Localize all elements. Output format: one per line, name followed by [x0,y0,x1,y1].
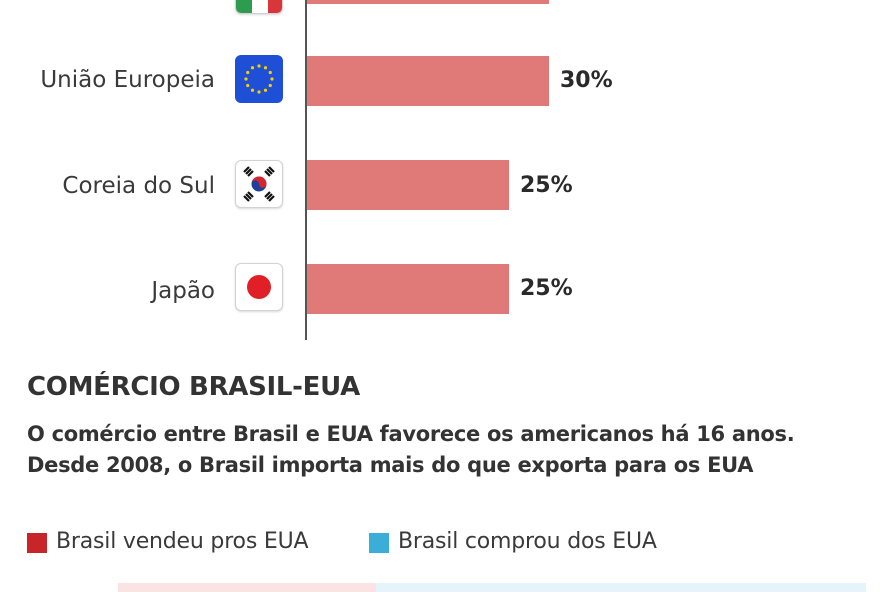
south-korea-flag-icon [235,160,283,208]
eu-star [268,70,272,75]
legend-label-sold: Brasil vendeu pros EUA [56,529,309,554]
italy-flag-graphic [236,0,282,13]
eu-star [246,83,250,88]
eu-star [270,77,274,81]
category-label: Japão [151,278,215,304]
eu-star [250,66,255,70]
category-label: Coreia do Sul [62,173,215,199]
legend-label-bought: Brasil comprou dos EUA [398,529,657,554]
eu-star [246,70,250,75]
bar-value-label: 25% [520,173,573,198]
subtitle-line-2: Desde 2008, o Brasil importa mais do que… [27,453,754,477]
south-korea-flag-graphic [243,166,275,202]
eu-star [244,77,248,81]
japan-flag-icon [235,263,283,311]
eu-flag-graphic [244,64,274,94]
eu-star [250,88,255,92]
eu-star [263,66,268,70]
chart-bar [307,0,549,4]
subtitle-line-1: O comércio entre Brasil e EUA favorece o… [27,422,795,446]
eu-star [263,88,268,92]
italy-flag-icon [235,0,283,14]
bought-area-strip [376,583,866,592]
chart-bar [307,264,509,314]
bar-value-label: 30% [560,68,613,93]
japan-flag-graphic [247,275,271,299]
section-title: COMÉRCIO BRASIL-EUA [27,372,360,402]
eu-flag-icon [235,55,283,103]
eu-star [268,83,272,88]
sold-area-strip [118,583,376,592]
chart-bar [307,160,509,210]
eu-star [257,90,261,94]
legend-swatch-sold [27,533,47,553]
chart-bar [307,56,549,106]
y-axis-line [305,0,307,340]
legend-swatch-bought [369,533,389,553]
bar-value-label: 25% [520,276,573,301]
eu-star [257,64,261,68]
category-label: União Europeia [40,67,215,93]
